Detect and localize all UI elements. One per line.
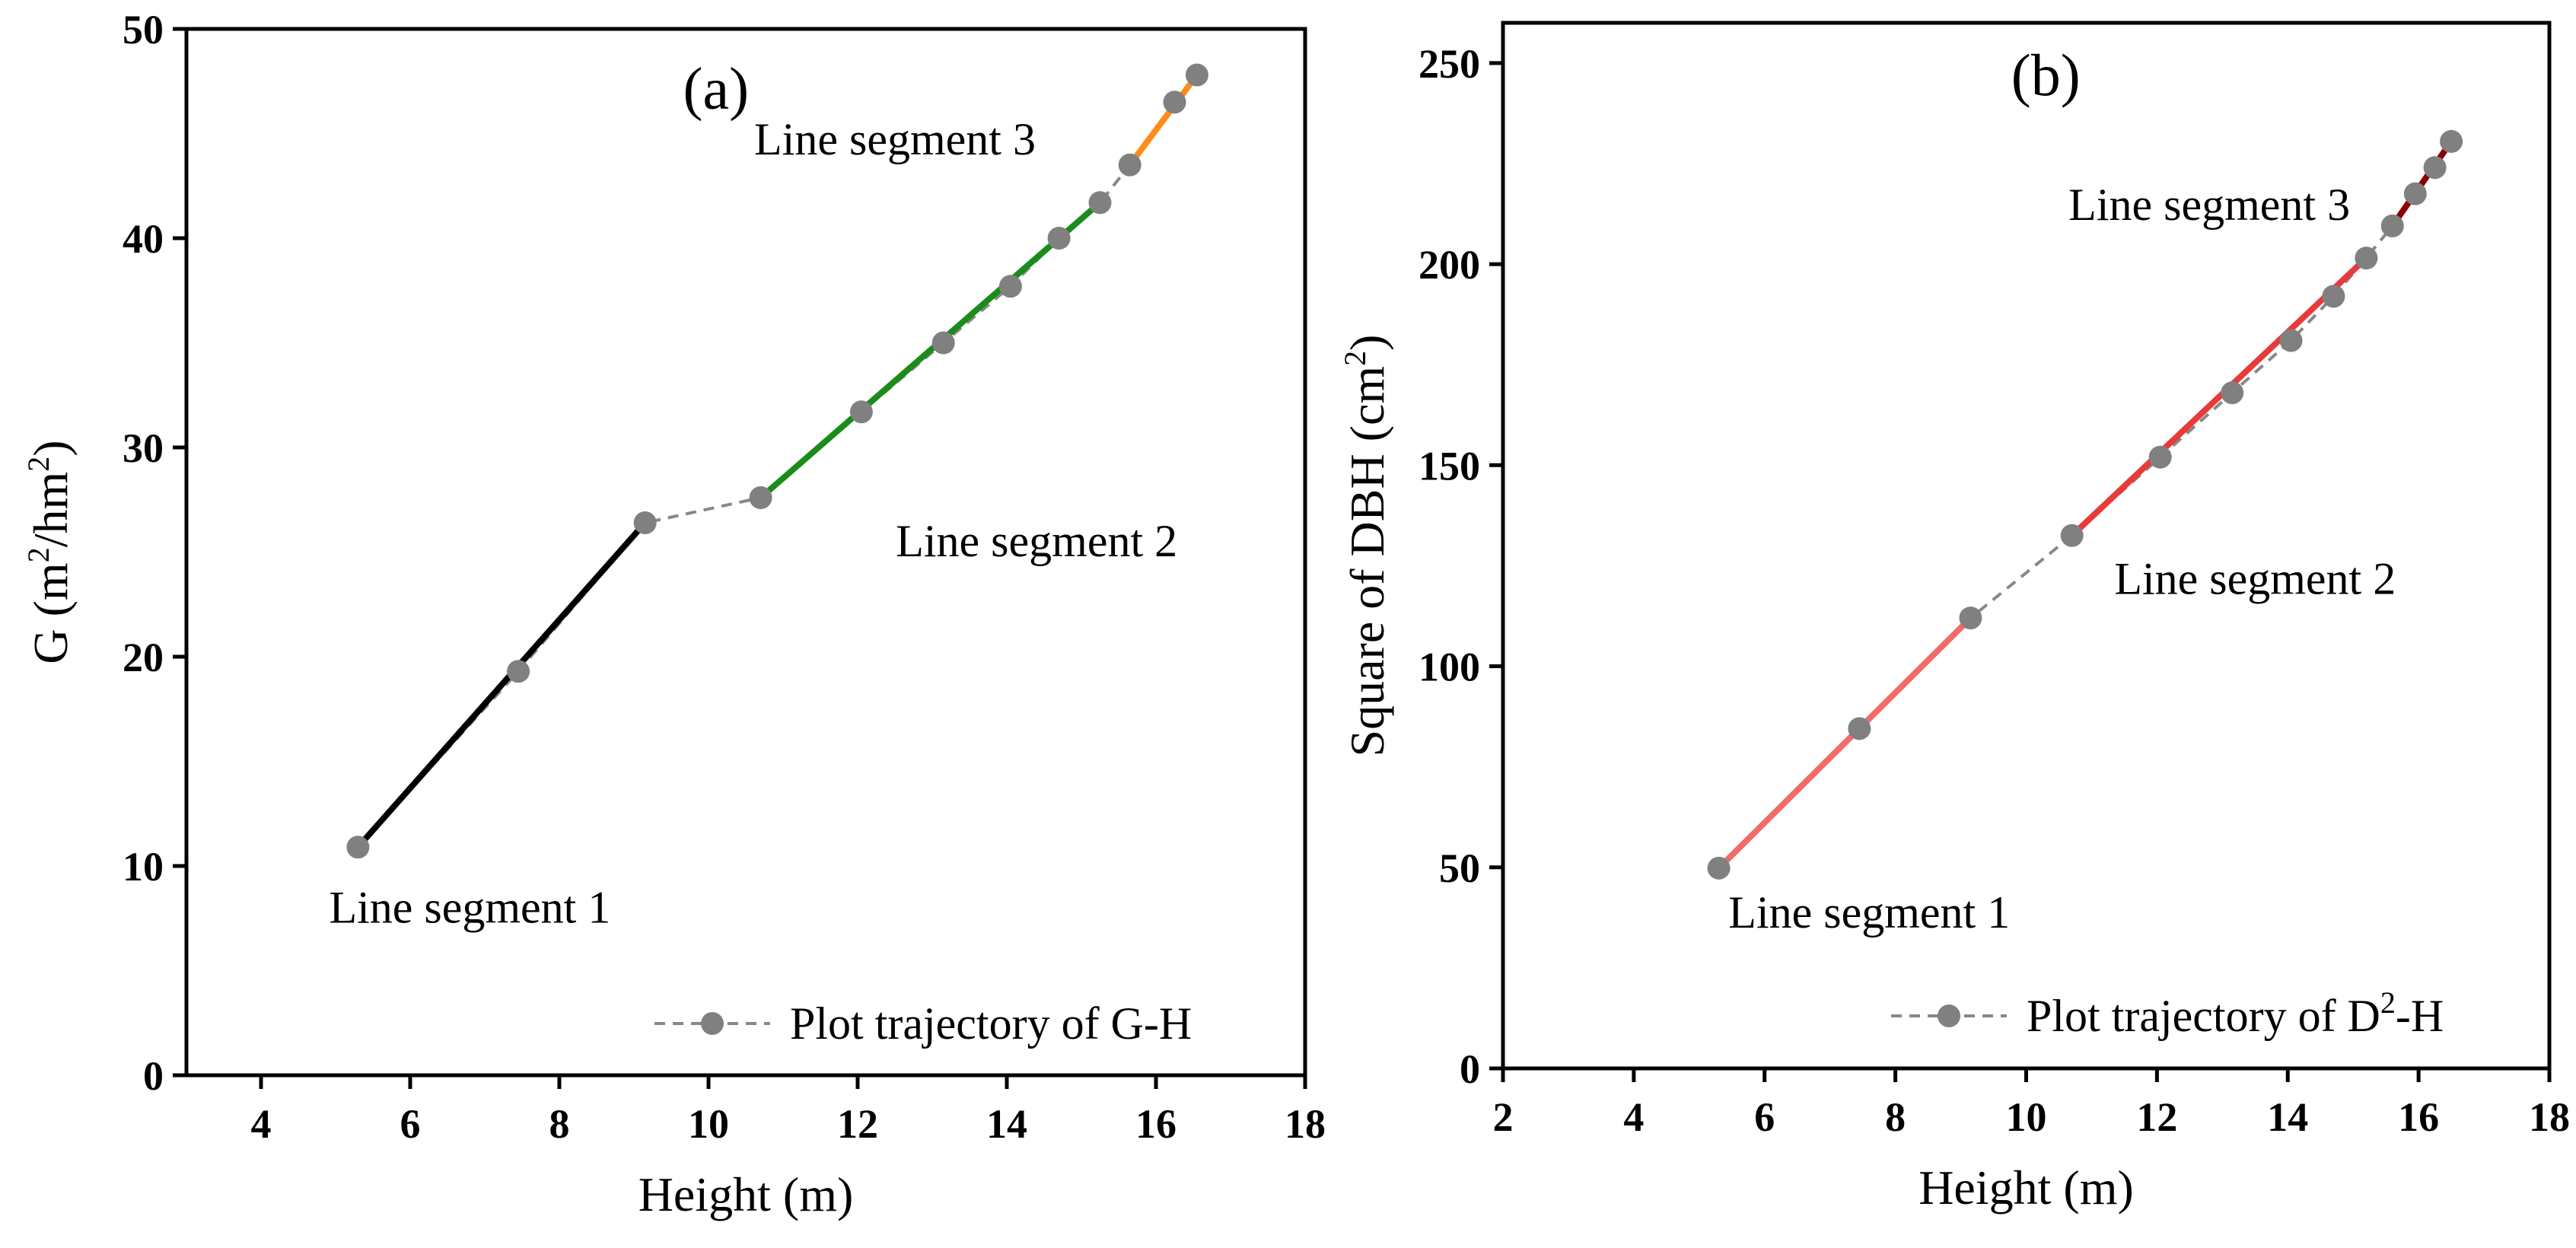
y-axis-title-superscript: 2: [1338, 351, 1372, 366]
line-segment-3: [2389, 138, 2455, 229]
y-axis-title: Square of DBH (cm2): [1338, 335, 1394, 757]
y-tick-label: 50: [123, 7, 164, 53]
line-segment-2: [2068, 255, 2370, 539]
trajectory-dashed-line: [356, 74, 1199, 848]
legend-label: Plot trajectory of G-H: [790, 998, 1192, 1049]
data-point: [931, 331, 955, 355]
data-point: [2322, 285, 2345, 308]
x-tick-label: 4: [251, 1101, 272, 1147]
x-tick-label: 8: [1885, 1094, 1906, 1140]
y-axis-title-part: /hm: [24, 472, 78, 548]
line-segment-1: [355, 520, 648, 851]
plot-frame: [184, 27, 1307, 1078]
data-point: [2380, 214, 2404, 237]
x-tick-label: 2: [1493, 1094, 1514, 1140]
data-point: [2148, 445, 2172, 469]
data-point: [1118, 153, 1142, 177]
data-point: [2423, 156, 2447, 180]
x-tick-label: 12: [837, 1101, 878, 1147]
data-point: [1047, 227, 1071, 250]
legend-label: Plot trajectory of D2-H: [2027, 985, 2444, 1041]
legend-marker: [1938, 1004, 1960, 1027]
line-segment-2-label: Line segment 2: [2114, 553, 2396, 603]
y-tick-label: 150: [1419, 443, 1480, 489]
data-point: [1185, 63, 1208, 87]
data-point: [998, 275, 1022, 298]
line-segment-2-label: Line segment 2: [896, 516, 1177, 566]
y-tick-label: 20: [123, 635, 164, 680]
y-tick-label: 100: [1419, 645, 1480, 690]
x-tick-label: 18: [2529, 1094, 2570, 1140]
y-tick-label: 0: [1460, 1046, 1480, 1092]
data-point: [1959, 606, 1982, 630]
y-axis-title-superscript: 2: [21, 547, 56, 562]
y-tick-label: 40: [123, 216, 164, 262]
data-point: [749, 486, 772, 509]
x-tick-label: 4: [1623, 1094, 1644, 1140]
legend-marker: [701, 1012, 724, 1035]
x-tick-label: 18: [1285, 1101, 1326, 1147]
legend: Plot trajectory of D2-H: [1891, 985, 2444, 1041]
x-tick-label: 12: [2136, 1094, 2177, 1140]
legend: Plot trajectory of G-H: [654, 998, 1192, 1049]
data-point: [849, 400, 873, 424]
data-point: [1707, 856, 1731, 880]
x-tick-label: 14: [2267, 1094, 2308, 1140]
y-tick-label: 10: [123, 844, 164, 890]
chart-panel-b: 2 4 6 8 10 12 14 16 18 0 50 100 150 200 250 Height (m) S…: [1338, 21, 2570, 1215]
y-axis-title-part: ): [24, 440, 78, 456]
data-point: [346, 836, 370, 859]
line-segment-3-label: Line segment 3: [2068, 180, 2350, 230]
data-point: [2355, 247, 2378, 270]
y-tick-label: 30: [123, 425, 164, 471]
data-point: [2060, 524, 2084, 547]
line-segment-1-label: Line segment 1: [1728, 887, 2010, 938]
y-axis-title-part: Square of DBH (cm: [1340, 366, 1394, 757]
x-tick-label: 6: [1754, 1094, 1775, 1140]
x-tick-label: 16: [1135, 1101, 1177, 1147]
legend-label-superscript: 2: [2380, 985, 2396, 1020]
x-tick-label: 6: [400, 1101, 421, 1147]
x-tick-label: 8: [549, 1101, 570, 1147]
line-segment-3-label: Line segment 3: [754, 114, 1036, 164]
x-axis-title: Height (m): [1918, 1160, 2134, 1215]
y-axis-title-part: ): [1340, 335, 1394, 351]
data-point: [1163, 91, 1186, 114]
data-point: [2440, 129, 2463, 153]
plot-frame: [1501, 21, 2552, 1071]
data-point: [507, 660, 530, 683]
data-point: [2403, 182, 2427, 205]
x-axis-title: Height (m): [638, 1167, 854, 1221]
y-axis-title-superscript: 2: [21, 457, 56, 472]
y-tick-label: 0: [143, 1053, 164, 1099]
y-tick-label: 50: [1439, 845, 1480, 891]
y-tick-label: 200: [1419, 242, 1480, 288]
x-tick-label: 14: [986, 1101, 1027, 1147]
data-point: [1088, 191, 1112, 215]
line-segment-1: [1715, 615, 1974, 871]
legend-label-part: -H: [2396, 991, 2444, 1041]
data-point: [2279, 329, 2303, 352]
legend-label-part: Plot trajectory of D: [2027, 991, 2380, 1041]
panel-label: (b): [2011, 42, 2081, 108]
line-segment-2: [757, 199, 1103, 501]
x-tick-label: 10: [2006, 1094, 2047, 1140]
y-axis-title: G (m2/hm2): [21, 440, 78, 664]
data-point: [1848, 717, 1871, 740]
data-point: [633, 511, 657, 534]
x-tick-label: 16: [2398, 1094, 2439, 1140]
x-tick-label: 10: [688, 1101, 729, 1147]
y-axis-title-part: G (m: [24, 562, 78, 664]
data-point: [2221, 381, 2244, 405]
line-segment-3: [1126, 72, 1200, 168]
y-tick-label: 250: [1419, 41, 1480, 87]
panel-label: (a): [683, 56, 750, 122]
line-segment-1-label: Line segment 1: [329, 882, 610, 932]
